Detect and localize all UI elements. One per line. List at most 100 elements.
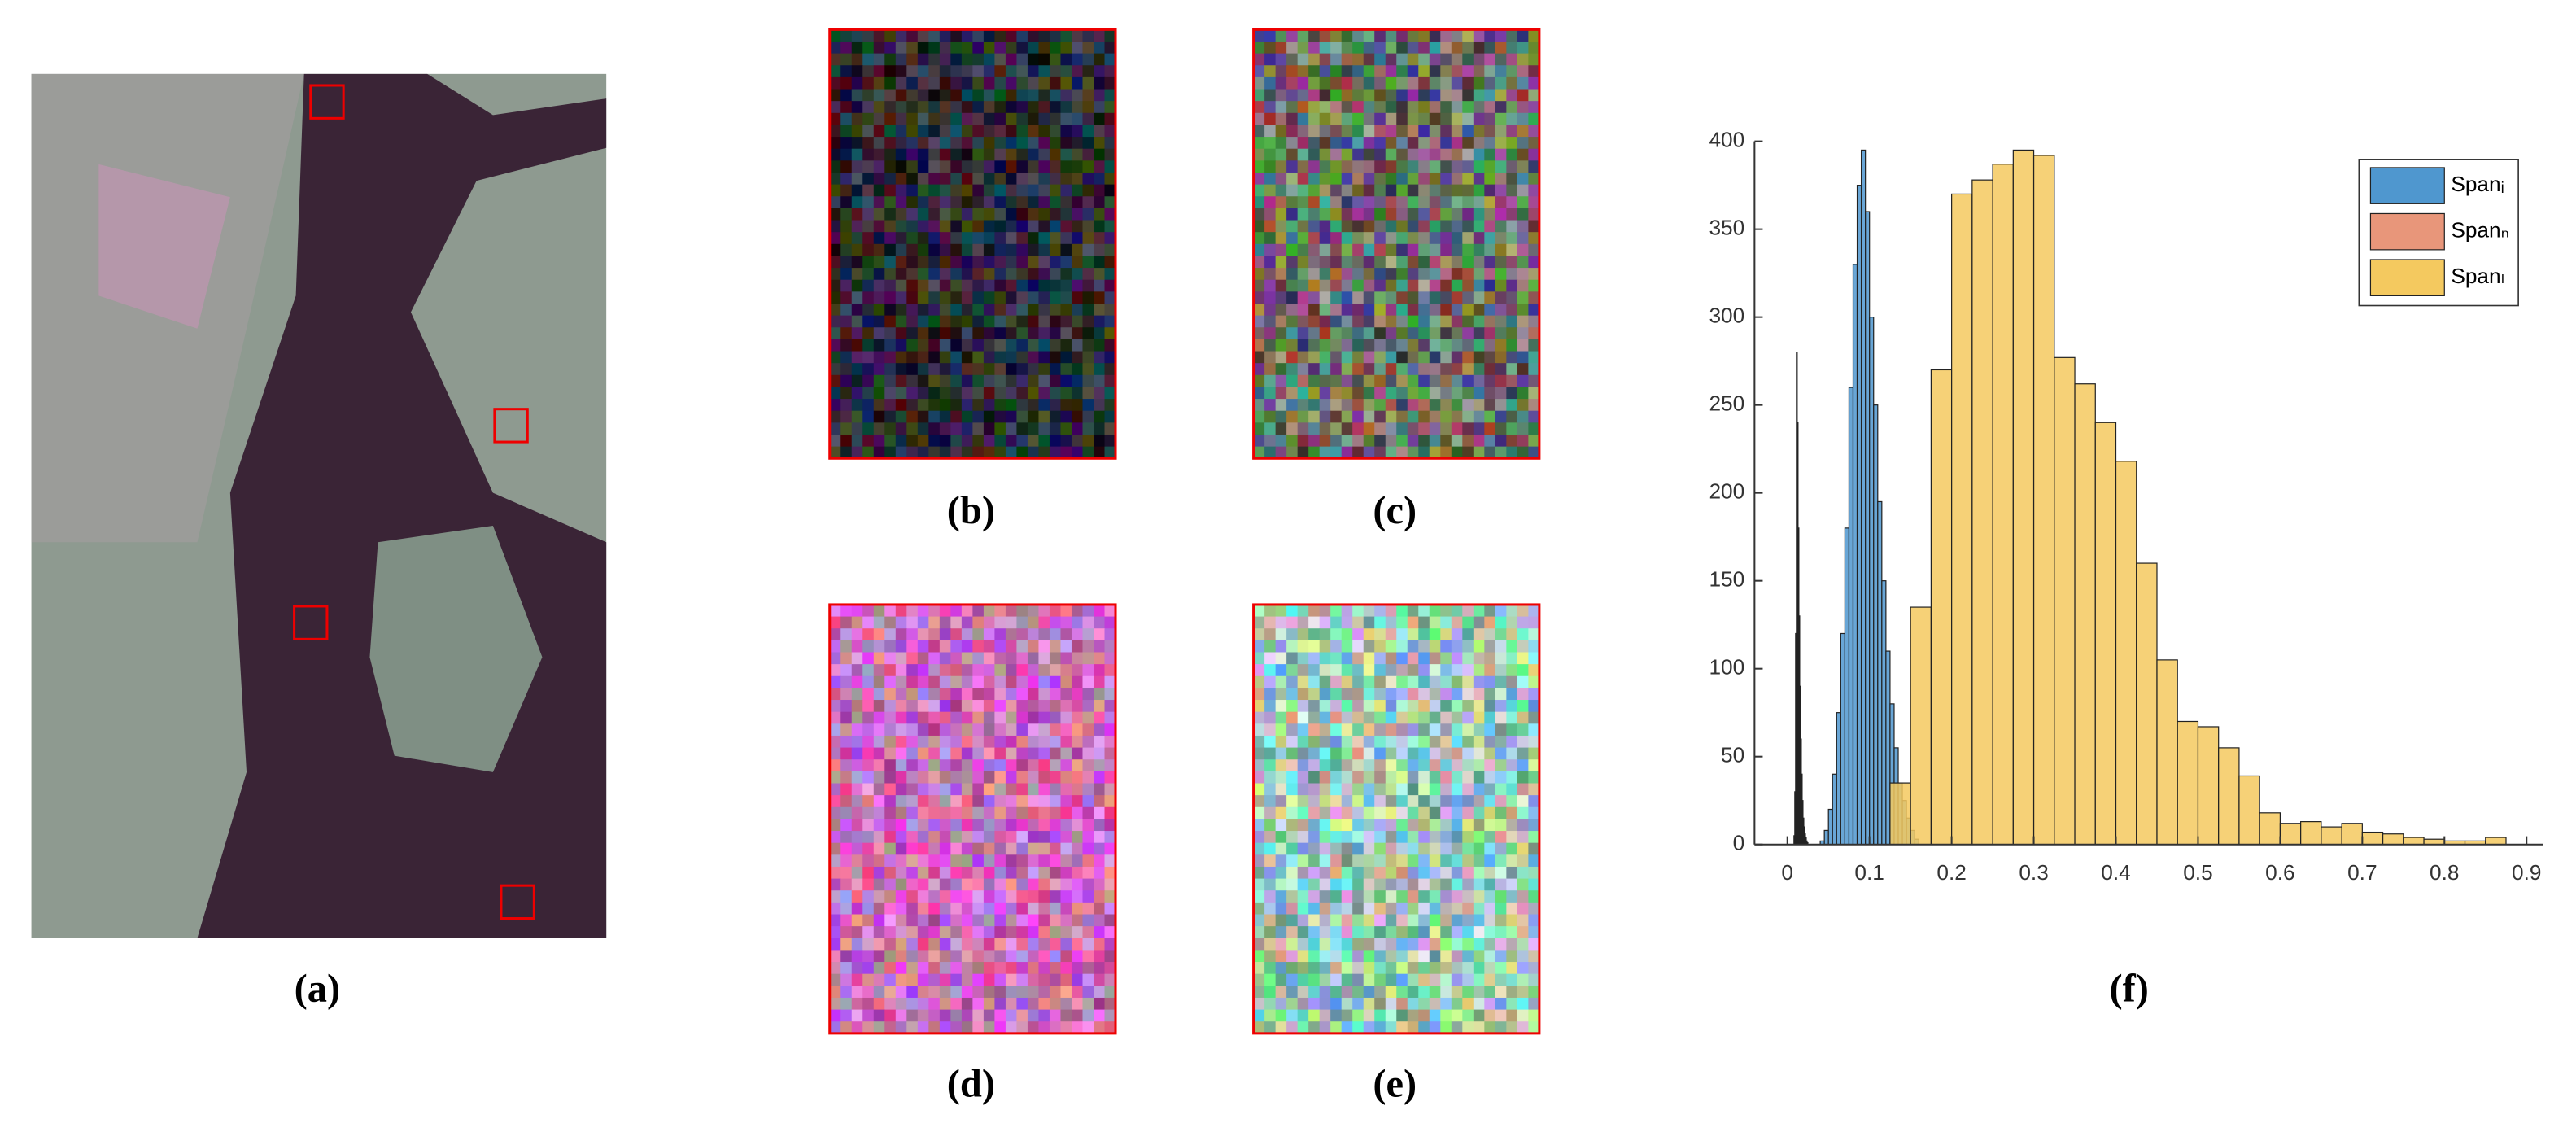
pixel <box>950 208 963 221</box>
pixel <box>1082 962 1094 975</box>
pixel <box>1330 675 1343 689</box>
pixel <box>840 723 853 736</box>
pixel <box>983 819 996 832</box>
pixel <box>895 268 907 281</box>
pixel <box>939 196 951 209</box>
pixel <box>829 664 841 677</box>
pixel <box>1418 434 1430 448</box>
pixel <box>1429 220 1441 233</box>
pixel <box>1264 363 1277 376</box>
pixel <box>1049 997 1062 1011</box>
pixel <box>1027 711 1040 724</box>
pixel <box>1093 640 1106 653</box>
pixel <box>1275 986 1287 999</box>
pixel <box>1352 771 1364 785</box>
pixel <box>1506 29 1518 42</box>
pixel <box>1049 148 1062 161</box>
pixel <box>994 819 1006 832</box>
pixel <box>1418 688 1430 701</box>
pixel <box>1473 399 1485 412</box>
pixel <box>1049 291 1062 304</box>
pixel <box>1473 700 1485 713</box>
pixel <box>1253 664 1265 677</box>
pixel <box>1396 137 1408 150</box>
pixel <box>1462 1021 1474 1034</box>
pixel <box>1363 1021 1375 1034</box>
pixel <box>895 890 907 903</box>
pixel <box>1082 783 1094 796</box>
pixel <box>1440 747 1452 760</box>
pixel <box>1286 315 1299 328</box>
pixel <box>829 363 841 376</box>
pixel <box>1506 664 1518 677</box>
pixel <box>961 711 973 724</box>
pixel <box>1038 339 1050 352</box>
pixel <box>1071 628 1084 641</box>
pixel <box>906 735 919 749</box>
pixel <box>1484 410 1496 423</box>
pixel <box>1429 711 1441 724</box>
pixel <box>1363 902 1375 916</box>
pixel <box>1528 422 1540 435</box>
pixel <box>1506 640 1518 653</box>
pixel <box>1027 41 1040 55</box>
pixel <box>1297 196 1309 209</box>
pixel <box>961 89 973 102</box>
pixel <box>1473 973 1485 986</box>
pixel <box>840 137 853 150</box>
pixel <box>1407 89 1419 102</box>
pixel <box>840 854 853 868</box>
pixel <box>1396 1021 1408 1034</box>
pixel <box>1528 399 1540 412</box>
pixel <box>829 446 841 459</box>
hist-bar <box>1873 404 1879 846</box>
pixel <box>1440 76 1452 90</box>
pixel <box>1363 160 1375 173</box>
pixel <box>1429 291 1441 304</box>
pixel <box>1093 363 1106 376</box>
pixel <box>917 902 929 916</box>
sar-image <box>31 73 607 938</box>
pixel <box>1374 723 1386 736</box>
pixel <box>950 303 963 317</box>
pixel <box>862 831 875 844</box>
pixel <box>906 986 919 999</box>
pixel <box>1495 1009 1507 1022</box>
pixel <box>862 664 875 677</box>
pixel <box>895 232 907 245</box>
pixel <box>1396 303 1408 317</box>
pixel <box>1462 675 1474 689</box>
pixel <box>1104 268 1116 281</box>
pixel <box>1308 53 1321 66</box>
pixel <box>873 711 885 724</box>
pixel <box>939 771 951 785</box>
pixel <box>1060 973 1072 986</box>
pixel <box>1495 986 1507 999</box>
pixel <box>1363 29 1375 42</box>
pixel <box>873 232 885 245</box>
pixel <box>1528 184 1540 197</box>
pixel <box>906 196 919 209</box>
pixel <box>1264 819 1277 832</box>
pixel <box>1330 351 1343 364</box>
pixel <box>1495 628 1507 641</box>
pixel <box>1308 842 1321 855</box>
pixel <box>906 1009 919 1022</box>
pixel <box>1049 604 1062 618</box>
pixel <box>1495 688 1507 701</box>
pixel <box>862 232 875 245</box>
pixel <box>1082 675 1094 689</box>
panel-label: (d) <box>947 1063 995 1106</box>
pixel <box>1286 268 1299 281</box>
pixel <box>1352 795 1364 808</box>
pixel <box>1264 268 1277 281</box>
pixel <box>884 831 897 844</box>
pixel <box>1528 735 1540 749</box>
pixel <box>1473 279 1485 292</box>
pixel <box>884 890 897 903</box>
pixel <box>961 76 973 90</box>
pixel <box>1385 700 1397 713</box>
pixel <box>1286 747 1299 760</box>
pixel <box>1016 997 1028 1011</box>
pixel <box>1528 926 1540 939</box>
